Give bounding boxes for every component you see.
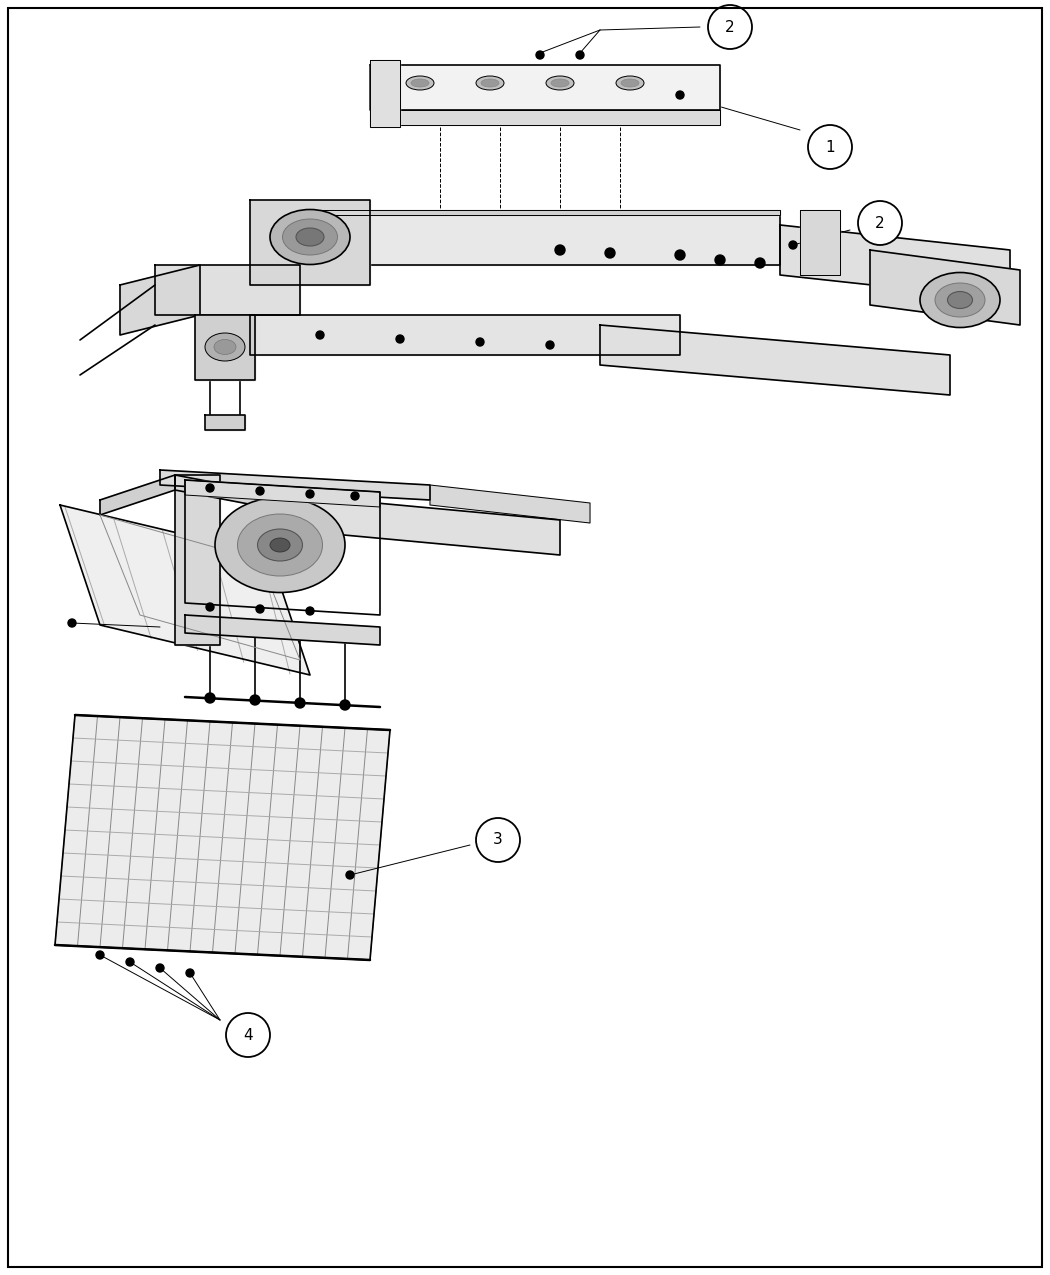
Ellipse shape (270, 209, 350, 264)
Ellipse shape (546, 76, 574, 91)
Polygon shape (195, 315, 255, 380)
Polygon shape (780, 224, 1010, 300)
Polygon shape (600, 325, 950, 395)
Text: 2: 2 (876, 215, 885, 231)
Polygon shape (60, 505, 310, 674)
Polygon shape (250, 200, 370, 286)
Circle shape (96, 951, 104, 959)
Ellipse shape (270, 538, 290, 552)
Ellipse shape (406, 76, 434, 91)
Ellipse shape (214, 339, 236, 354)
Circle shape (715, 255, 724, 265)
Text: 2: 2 (726, 19, 735, 34)
Polygon shape (185, 479, 380, 507)
Circle shape (476, 338, 484, 346)
Polygon shape (185, 615, 380, 645)
Circle shape (206, 603, 214, 611)
Ellipse shape (920, 273, 1000, 328)
Circle shape (226, 1014, 270, 1057)
Ellipse shape (237, 514, 322, 576)
Polygon shape (250, 315, 680, 354)
Ellipse shape (481, 79, 499, 87)
Polygon shape (300, 210, 780, 215)
Circle shape (186, 969, 194, 977)
Circle shape (340, 700, 350, 710)
Polygon shape (205, 414, 245, 430)
Ellipse shape (621, 79, 639, 87)
Circle shape (555, 245, 565, 255)
Ellipse shape (476, 76, 504, 91)
Text: 3: 3 (494, 833, 503, 848)
Polygon shape (870, 250, 1020, 325)
Circle shape (708, 5, 752, 48)
Polygon shape (160, 470, 430, 500)
Polygon shape (290, 495, 560, 555)
Ellipse shape (282, 219, 337, 255)
Circle shape (396, 335, 404, 343)
Circle shape (546, 340, 554, 349)
Circle shape (68, 618, 76, 627)
Circle shape (346, 871, 354, 878)
Polygon shape (300, 215, 780, 265)
Circle shape (808, 125, 852, 170)
Polygon shape (370, 110, 720, 125)
Circle shape (295, 697, 304, 708)
Circle shape (675, 250, 685, 260)
Polygon shape (175, 476, 220, 645)
Ellipse shape (947, 292, 972, 309)
Circle shape (306, 607, 314, 615)
Circle shape (858, 201, 902, 245)
Polygon shape (155, 265, 300, 315)
Circle shape (676, 91, 684, 99)
Circle shape (126, 958, 134, 966)
Circle shape (250, 695, 260, 705)
Polygon shape (370, 65, 720, 110)
Ellipse shape (934, 283, 985, 317)
Polygon shape (370, 60, 400, 128)
Polygon shape (100, 476, 175, 515)
Polygon shape (430, 484, 590, 523)
Circle shape (206, 484, 214, 492)
Text: 4: 4 (244, 1028, 253, 1043)
Circle shape (536, 51, 544, 59)
Circle shape (476, 819, 520, 862)
Ellipse shape (215, 497, 345, 593)
Circle shape (351, 492, 359, 500)
Ellipse shape (551, 79, 569, 87)
Text: 1: 1 (825, 139, 835, 154)
Circle shape (156, 964, 164, 972)
Circle shape (306, 490, 314, 499)
Ellipse shape (616, 76, 644, 91)
Circle shape (576, 51, 584, 59)
Circle shape (316, 332, 324, 339)
Circle shape (789, 241, 797, 249)
Polygon shape (800, 210, 840, 275)
Circle shape (205, 694, 215, 703)
Circle shape (256, 487, 264, 495)
Polygon shape (120, 265, 200, 335)
Ellipse shape (257, 529, 302, 561)
Polygon shape (55, 715, 390, 960)
Circle shape (605, 249, 615, 258)
Ellipse shape (205, 333, 245, 361)
Circle shape (755, 258, 765, 268)
Polygon shape (175, 476, 280, 510)
Ellipse shape (296, 228, 324, 246)
Circle shape (256, 606, 264, 613)
Ellipse shape (411, 79, 429, 87)
